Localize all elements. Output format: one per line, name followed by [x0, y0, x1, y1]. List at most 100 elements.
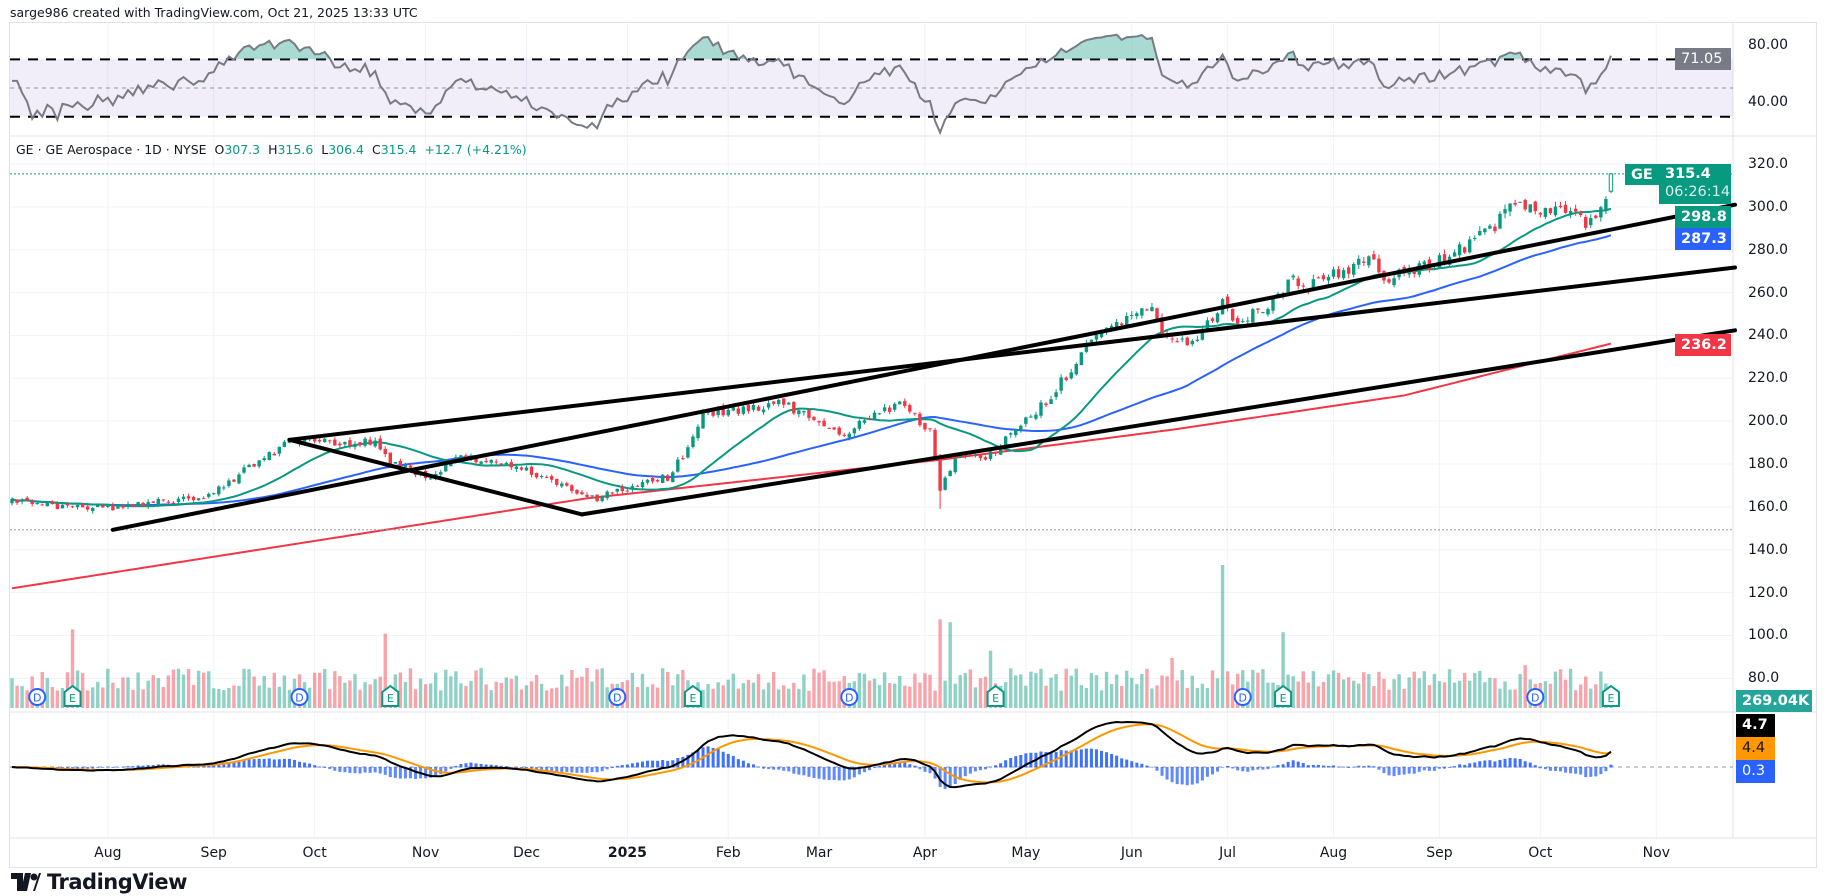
tradingview-logo[interactable]: TradingView: [11, 871, 187, 893]
candle: [25, 496, 29, 502]
macd-hist-bar: [978, 767, 982, 771]
volume-bar: [1170, 657, 1174, 708]
candle-body: [1286, 279, 1290, 293]
candle-body: [847, 433, 852, 438]
candle-body: [403, 465, 408, 468]
candle-body: [1599, 207, 1603, 218]
volume-bar: [1543, 681, 1548, 708]
candle: [141, 501, 145, 507]
macd-hist-bar: [656, 760, 660, 768]
macd-hist-bar: [1145, 765, 1149, 768]
candle-body: [499, 463, 503, 465]
candle-body: [30, 501, 34, 505]
sma20-line: [11, 207, 1612, 508]
candle: [983, 455, 988, 461]
macd-hist-bar: [565, 767, 569, 772]
candle: [60, 502, 65, 509]
volume-bar: [1412, 671, 1416, 708]
volume-bar: [1584, 676, 1588, 708]
macd-hist-bar: [1059, 750, 1063, 768]
dividend-marker: D: [840, 688, 859, 706]
volume-bar: [1372, 686, 1376, 708]
volume-bar: [882, 672, 887, 708]
macd-hist-bar: [504, 766, 508, 768]
candle: [161, 499, 166, 502]
volume-bar: [681, 669, 685, 708]
macd-hist-bar: [1266, 767, 1270, 770]
candle-body: [408, 465, 413, 468]
candle: [242, 464, 246, 474]
candle: [1145, 308, 1149, 311]
volume-bar: [1382, 678, 1386, 708]
macd-hist-bar: [1009, 758, 1013, 768]
volume-bar: [1195, 687, 1200, 708]
candle-body: [787, 402, 791, 405]
candle: [1367, 255, 1371, 269]
trendline: [110, 202, 1738, 532]
candle-body: [1372, 254, 1376, 260]
volume-bar: [605, 687, 609, 708]
candle-body: [1215, 313, 1220, 323]
dividend-marker: D: [28, 688, 47, 706]
macd-hist-bar: [1094, 749, 1098, 768]
macd-hist-bar: [358, 767, 362, 774]
volume-bar: [60, 688, 65, 708]
candle-body: [797, 410, 801, 415]
macd-hist-bar: [1120, 758, 1124, 768]
volume-bar: [1225, 671, 1230, 708]
volume-bar: [1266, 682, 1270, 708]
volume-bar: [544, 690, 549, 708]
dividend-icon: [840, 688, 859, 706]
candle-body: [368, 439, 372, 445]
chart-frame: [9, 22, 1817, 868]
candle-body: [918, 413, 922, 426]
candle-body: [96, 504, 100, 508]
volume-bar: [121, 677, 125, 708]
candle-body: [1069, 372, 1073, 379]
macd-hist-bar: [999, 763, 1003, 768]
candle-body: [893, 403, 897, 410]
macd-hist-bar: [857, 767, 861, 775]
candle-body: [862, 420, 867, 423]
candle-body: [625, 490, 630, 492]
candle-body: [1074, 364, 1078, 375]
candle-body: [70, 506, 75, 508]
earnings-marker: E: [1601, 684, 1620, 707]
macd-hist-bar: [913, 765, 917, 768]
volume-bar: [1326, 674, 1331, 708]
candle: [1608, 173, 1614, 194]
candle: [913, 412, 917, 416]
macd-hist-bar: [1150, 766, 1154, 768]
volume-bar: [222, 690, 226, 708]
legend-low-label: L: [321, 142, 329, 157]
candle: [121, 503, 125, 510]
legend-symbol[interactable]: GE: [16, 142, 34, 157]
candle-body: [393, 461, 398, 464]
volume-bar: [1427, 685, 1432, 708]
volume-bar: [787, 688, 791, 708]
macd-hist-bar: [963, 767, 967, 777]
macd-hist-bar: [1427, 767, 1431, 771]
candle-body: [1362, 261, 1366, 263]
macd-hist-bar: [1382, 767, 1386, 773]
candle-body: [1064, 377, 1068, 380]
macd-hist-bar: [459, 763, 463, 768]
volume-bar: [701, 689, 705, 708]
macd-hist-bar: [1347, 767, 1351, 769]
volume-bar: [983, 676, 988, 708]
candle: [343, 441, 347, 448]
candle-body: [338, 443, 342, 446]
candle-body: [1003, 436, 1008, 449]
volume-bar: [1367, 674, 1371, 708]
histogram-tag: 0.3: [1736, 760, 1775, 783]
macd-hist-bar: [449, 767, 453, 769]
candle: [1039, 399, 1043, 419]
macd-hist-bar: [429, 767, 433, 778]
macd-hist-bar: [908, 764, 912, 768]
macd-hist-bar: [247, 758, 251, 768]
candle-body: [1140, 308, 1144, 316]
candle-body: [15, 499, 19, 503]
candle: [756, 404, 761, 412]
macd-hist-bar: [948, 767, 952, 788]
